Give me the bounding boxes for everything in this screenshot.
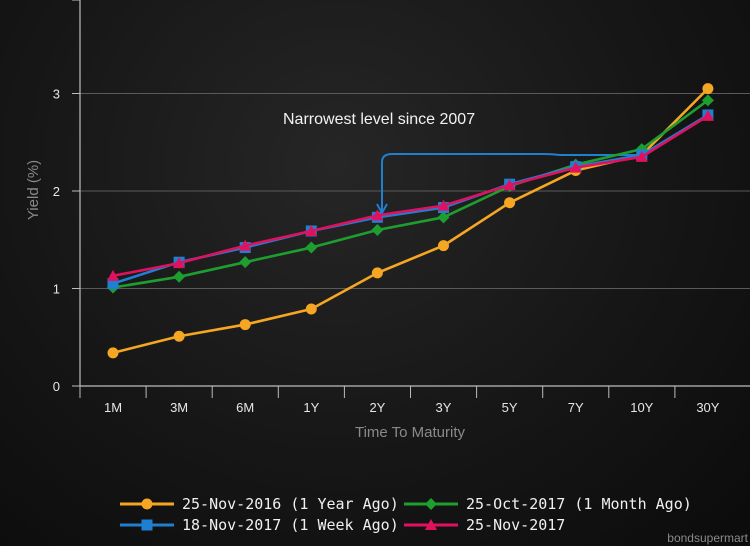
legend-marker-1	[141, 498, 153, 510]
series-1-line	[112, 87, 709, 355]
series-1-point-3M	[173, 330, 185, 342]
legend-marker-4	[425, 519, 437, 530]
y-tick-label-3: 3	[53, 87, 60, 102]
annotation-text: Narrowest level since 2007	[283, 111, 475, 128]
series-2-point-30Y	[701, 94, 714, 107]
series-group	[107, 83, 714, 359]
series-3	[107, 109, 714, 290]
series-2-point-6M	[239, 256, 252, 269]
annotation-bracket	[381, 153, 640, 212]
legend-label-4: 25-Nov-2017	[466, 516, 565, 534]
series-1-point-6M	[239, 319, 251, 331]
series-1-point-1Y	[305, 303, 317, 315]
series-1-point-2Y	[371, 267, 383, 279]
legend: 25-Nov-2016 (1 Year Ago) 25-Oct-2017 (1 M…	[120, 495, 692, 534]
legend-marker-2	[425, 498, 437, 510]
x-tick-label-1Y: 1Y	[303, 400, 319, 415]
y-tick-labels: 0 1 2 3	[53, 87, 60, 395]
credit-text: bondsupermart	[667, 531, 748, 545]
x-tick-label-6M: 6M	[236, 400, 254, 415]
series-2-point-1Y	[305, 241, 318, 254]
legend-label-2: 25-Oct-2017 (1 Month Ago)	[466, 495, 692, 513]
legend-item-1[interactable]: 25-Nov-2016 (1 Year Ago)	[120, 495, 399, 513]
x-tick-label-10Y: 10Y	[630, 400, 653, 415]
annotation: Narrowest level since 2007	[283, 111, 640, 216]
series-4-point-2Y	[371, 209, 384, 221]
series-4-point-1M	[107, 269, 119, 281]
series-2-point-3M	[173, 270, 186, 283]
series-4-point-6M	[239, 239, 252, 251]
y-tick-label-2: 2	[53, 184, 60, 199]
series-4-point-1Y	[305, 224, 318, 236]
x-axis-title: Time To Maturity	[355, 424, 466, 441]
x-tick-label-5Y: 5Y	[502, 400, 518, 415]
series-2-point-2Y	[371, 224, 384, 236]
x-tick-label-1M: 1M	[104, 400, 122, 415]
x-tick-label-7Y: 7Y	[568, 400, 584, 415]
series-4	[107, 109, 714, 281]
x-tick-label-3Y: 3Y	[436, 400, 452, 415]
y-axis-title: Yield (%)	[25, 160, 42, 220]
legend-item-3[interactable]: 18-Nov-2017 (1 Week Ago)	[120, 516, 399, 534]
x-tick-labels: 1M 3M 6M 1Y 2Y 3Y 5Y 7Y 10Y 30Y	[104, 400, 720, 415]
legend-label-3: 18-Nov-2017 (1 Week Ago)	[182, 516, 399, 534]
y-tick-label-0: 0	[53, 379, 60, 394]
legend-item-2[interactable]: 25-Oct-2017 (1 Month Ago)	[404, 495, 692, 513]
legend-item-4[interactable]: 25-Nov-2017	[404, 516, 565, 534]
series-4-point-3M	[173, 257, 186, 269]
series-2-line	[112, 99, 709, 289]
series-2-point-3Y	[437, 211, 450, 224]
y-tick-label-1: 1	[53, 282, 60, 297]
legend-marker-3	[141, 519, 153, 531]
series-4-point-7Y	[569, 161, 582, 173]
series-3-point-1M	[107, 278, 119, 290]
series-1-point-3Y	[438, 240, 449, 252]
series-4-point-5Y	[503, 179, 516, 191]
series-1-point-30Y	[702, 83, 714, 95]
series-1-point-1M	[107, 347, 119, 359]
x-tick-label-2Y: 2Y	[369, 400, 385, 415]
legend-label-1: 25-Nov-2016 (1 Year Ago)	[182, 495, 399, 513]
series-4-point-3Y	[437, 199, 450, 211]
axes	[72, 0, 750, 398]
grid	[80, 93, 750, 289]
series-4-point-10Y	[635, 150, 648, 162]
x-tick-label-3M: 3M	[170, 400, 188, 415]
x-tick-label-30Y: 30Y	[696, 400, 719, 415]
series-4-line	[112, 114, 709, 278]
series-4-point-30Y	[701, 109, 714, 121]
series-1-point-5Y	[504, 197, 516, 209]
